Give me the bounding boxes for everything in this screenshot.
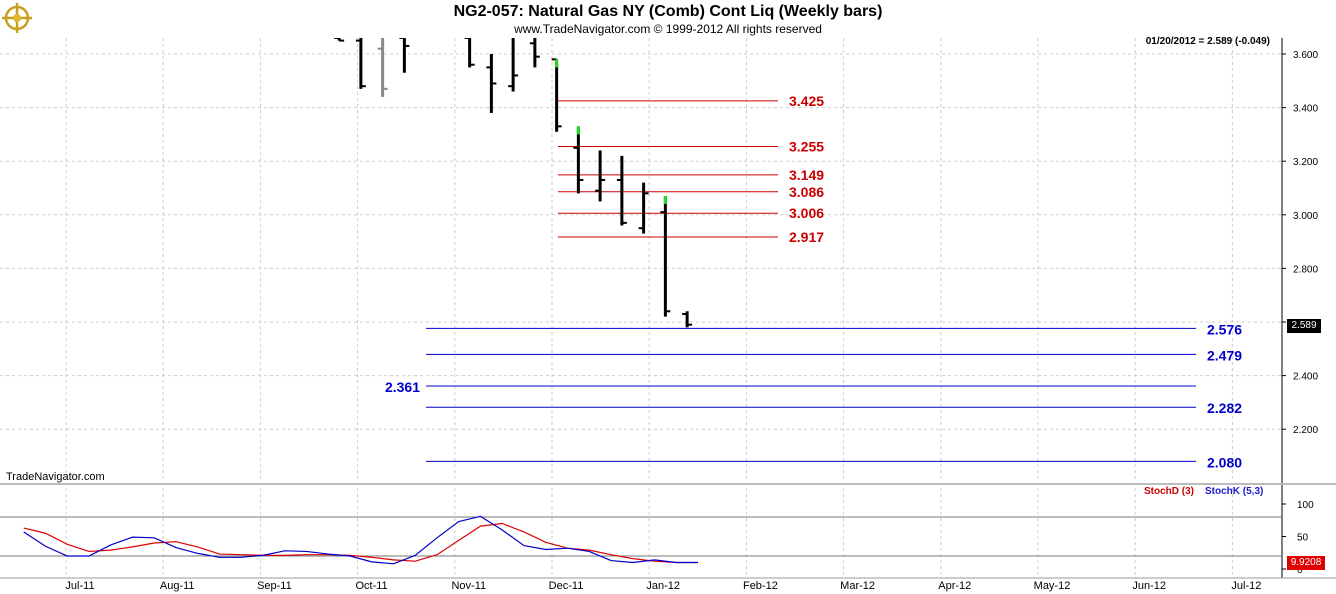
y-tick-label: 3.600 <box>1293 50 1318 61</box>
last-stoch-badge: 9.9208 <box>1287 556 1325 570</box>
chart-header: NG2-057: Natural Gas NY (Comb) Cont Liq … <box>0 0 1336 38</box>
support-label: 2.080 <box>1207 454 1242 470</box>
x-tick-label: Sep-11 <box>257 580 292 592</box>
price-bar <box>551 58 562 132</box>
y-tick-label: 2.400 <box>1293 372 1318 383</box>
tradenavigator-logo-icon <box>0 0 34 36</box>
stochd-legend: StochD (3) <box>1144 486 1194 497</box>
copyright-text: www.TradeNavigator.com © 1999-2012 All r… <box>514 22 822 36</box>
stoch-tick-label: 100 <box>1297 500 1314 511</box>
price-bar <box>573 126 584 194</box>
x-tick-label: Aug-11 <box>160 580 195 592</box>
price-bar <box>377 38 388 97</box>
price-bar <box>529 38 540 68</box>
x-tick-label: Jul-11 <box>65 580 94 592</box>
price-bar <box>508 38 519 92</box>
y-tick-label: 3.400 <box>1293 104 1318 115</box>
support-label: 2.282 <box>1207 400 1242 416</box>
resistance-label: 3.086 <box>789 184 824 200</box>
price-bar <box>660 196 671 317</box>
price-bar <box>682 311 693 328</box>
last-price-badge: 2.589 <box>1287 319 1321 333</box>
resistance-label: 3.425 <box>789 93 824 109</box>
price-bar <box>616 155 627 226</box>
x-tick-label: Mar-12 <box>840 580 875 592</box>
x-tick-label: Dec-11 <box>549 580 584 592</box>
stochk-line <box>23 515 698 565</box>
y-tick-label: 2.800 <box>1293 264 1318 275</box>
support-label: 2.361 <box>385 379 420 395</box>
chart-title: NG2-057: Natural Gas NY (Comb) Cont Liq … <box>453 3 883 20</box>
resistance-label: 3.006 <box>789 205 824 221</box>
resistance-label: 2.917 <box>789 229 824 245</box>
x-tick-label: May-12 <box>1034 580 1071 592</box>
y-tick-label: 3.200 <box>1293 157 1318 168</box>
x-tick-label: Feb-12 <box>743 580 778 592</box>
support-label: 2.479 <box>1207 347 1242 363</box>
support-label: 2.576 <box>1207 321 1242 337</box>
price-bar <box>595 150 606 202</box>
stoch-tick-label: 50 <box>1297 533 1309 544</box>
price-readout: 01/20/2012 = 2.589 (-0.049) <box>1145 36 1270 47</box>
x-tick-label: Jul-12 <box>1231 580 1261 592</box>
x-tick-label: Apr-12 <box>938 580 971 592</box>
stochk-legend: StochK (5,3) <box>1205 486 1264 497</box>
resistance-label: 3.255 <box>789 138 824 154</box>
price-bar <box>355 38 366 89</box>
x-tick-label: Oct-11 <box>355 580 387 592</box>
price-bar <box>638 182 649 234</box>
x-tick-label: Nov-11 <box>451 580 486 592</box>
y-tick-label: 2.200 <box>1293 425 1318 436</box>
stoch-tick-label: 0 <box>1297 565 1303 576</box>
x-tick-label: Jun-12 <box>1132 580 1166 592</box>
x-tick-label: Jan-12 <box>646 580 680 592</box>
resistance-label: 3.149 <box>789 167 824 183</box>
watermark-text: TradeNavigator.com <box>6 471 105 483</box>
y-tick-label: 3.000 <box>1293 211 1318 222</box>
stochd-line <box>23 522 698 564</box>
price-bar <box>486 54 497 113</box>
